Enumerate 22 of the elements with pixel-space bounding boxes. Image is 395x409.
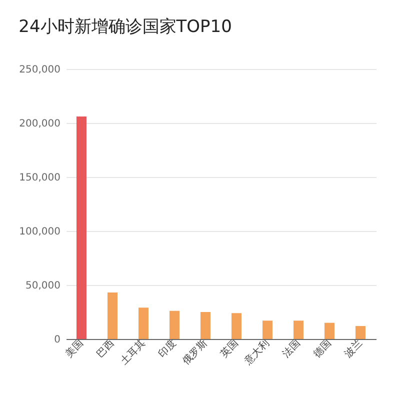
y-tick-label: 200,000 [19,118,60,130]
bar [232,313,242,339]
y-tick-label: 50,000 [26,280,60,292]
x-tick-label: 印度 [156,337,179,360]
x-tick-label: 巴西 [94,338,117,360]
chart-title: 24小时新增确诊国家TOP10 [18,17,232,37]
bar [294,320,304,339]
bar [138,308,148,339]
bar [108,292,118,339]
y-tick-label: 150,000 [19,172,60,184]
bar [200,312,210,339]
x-tick-label: 土耳其 [118,337,148,367]
bar [262,320,272,339]
bar [170,310,180,339]
bar [76,116,86,339]
x-tick-label: 波兰 [342,337,365,360]
bar [356,326,366,339]
y-tick-label: 100,000 [19,226,60,238]
y-tick-label: 0 [54,334,60,346]
x-tick-label: 俄罗斯 [180,337,210,367]
y-tick-label: 250,000 [19,64,60,76]
bar [324,322,334,339]
